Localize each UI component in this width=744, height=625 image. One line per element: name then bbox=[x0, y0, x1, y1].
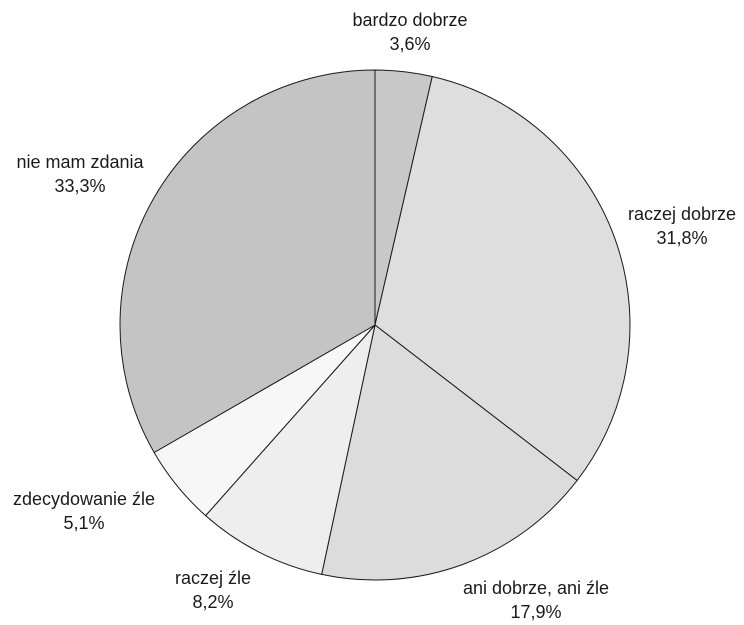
slice-value-ani-dobrze-ani-zle: 17,9% bbox=[510, 602, 561, 622]
slice-value-zdecydowanie-zle: 5,1% bbox=[63, 513, 104, 533]
pie-labels: bardzo dobrze 3,6% raczej dobrze 31,8% ani d… bbox=[13, 10, 736, 622]
slice-label-nie-mam-zdania: nie mam zdania bbox=[16, 152, 144, 172]
pie-slice-nie-mam-zdania bbox=[119, 69, 376, 454]
slice-label-raczej-zle: raczej źle bbox=[175, 568, 251, 588]
pie-slice-raczej-dobrze bbox=[374, 75, 631, 482]
slice-label-zdecydowanie-zle: zdecydowanie źle bbox=[13, 489, 155, 509]
slice-label-ani-dobrze-ani-zle: ani dobrze, ani źle bbox=[463, 578, 609, 598]
slice-value-raczej-dobrze: 31,8% bbox=[656, 228, 707, 248]
slice-value-bardzo-dobrze: 3,6% bbox=[389, 34, 430, 54]
slice-value-raczej-zle: 8,2% bbox=[192, 592, 233, 612]
slice-label-raczej-dobrze: raczej dobrze bbox=[628, 204, 736, 224]
slice-label-bardzo-dobrze: bardzo dobrze bbox=[352, 10, 467, 30]
pie-slice-ani-dobrze-ani-zle bbox=[321, 324, 578, 581]
pie-slice-raczej-zle bbox=[204, 323, 376, 575]
slice-value-nie-mam-zdania: 33,3% bbox=[54, 176, 105, 196]
pie-slices bbox=[119, 69, 631, 581]
